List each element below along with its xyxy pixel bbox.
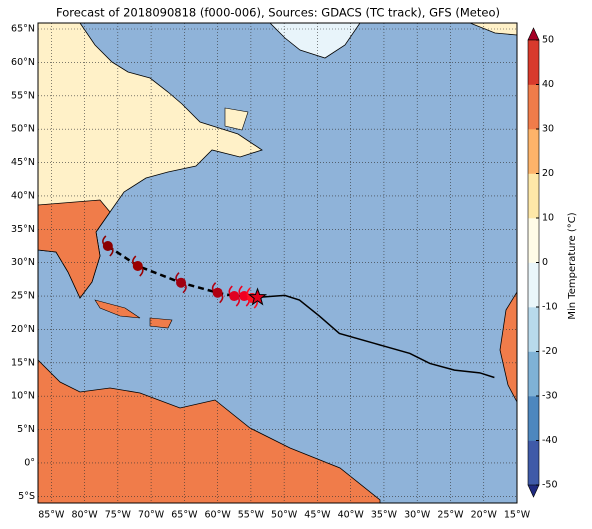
storm-position (102, 240, 113, 251)
lat-tick-label: 45°N (11, 157, 35, 168)
colorbar: 50 40 30 20 10 0 -10 -20 -30 -40 -50 (527, 27, 558, 498)
colorbar-tick-label: -20 (542, 346, 558, 357)
africa (499, 291, 517, 403)
greenland (269, 23, 361, 59)
colorbar-tick-label: -40 (542, 435, 558, 446)
north-america-south (38, 199, 111, 299)
lat-tick-label: 40°N (11, 190, 35, 201)
lat-tick-label: 10°N (11, 391, 35, 402)
storm-position (229, 291, 240, 302)
colorbar-segment (528, 129, 539, 174)
grid (38, 23, 517, 503)
lon-tick-label: 30°W (404, 510, 431, 521)
colorbar-segment (528, 351, 539, 397)
lon-tick-label: 80°W (71, 510, 98, 521)
lon-tick-label: 85°W (38, 510, 65, 521)
lat-tick-label: 65°N (11, 24, 35, 35)
lon-tick-label: 25°W (437, 510, 464, 521)
lat-tick-label: 35°N (11, 224, 35, 235)
colorbar-over (527, 27, 540, 41)
lat-tick-label: 15°N (11, 357, 35, 368)
colorbar-segment (528, 173, 539, 219)
greenland-edge (469, 23, 517, 36)
lon-tick-label: 40°W (338, 510, 365, 521)
colorbar-tick-label: 0 (542, 257, 548, 268)
cuba (94, 299, 141, 319)
current-position (248, 287, 268, 306)
colorbar-segment (528, 396, 539, 441)
colorbar-tick-label: -30 (542, 391, 558, 402)
lon-tick-label: 65°W (171, 510, 198, 521)
lon-tick-label: 50°W (271, 510, 298, 521)
colorbar-segment (528, 218, 539, 263)
lon-tick-label: 60°W (205, 510, 232, 521)
map-title: Forecast of 2018090818 (f000-006), Sourc… (56, 6, 500, 20)
lat-tick-label: 25°N (11, 291, 35, 302)
lat-tick-label: 5°S (18, 491, 35, 502)
colorbar-segment (528, 440, 539, 486)
hispaniola (149, 317, 173, 329)
colorbar-segment (528, 84, 539, 130)
storm-position (132, 261, 143, 272)
map-frame (37, 22, 518, 504)
lon-tick-label: 20°W (471, 510, 498, 521)
lat-tick-label: 20°N (11, 324, 35, 335)
lon-tick-label: 15°W (504, 510, 531, 521)
lat-tick-label: 60°N (11, 57, 35, 68)
axes: 85°W 80°W 75°W 70°W 65°W 60°W 55°W 50°W 45°W 40°W… (11, 24, 531, 521)
colorbar-tick-label: 40 (542, 79, 554, 90)
lat-tick-label: 55°N (11, 90, 35, 101)
colorbar-tick-label: 30 (542, 124, 554, 135)
lat-tick-label: 0° (24, 457, 35, 468)
colorbar-tick-label: 10 (542, 213, 554, 224)
colorbar-tick-label: 50 (542, 35, 554, 46)
colorbar-tick-label: -10 (542, 302, 558, 313)
lon-tick-label: 70°W (138, 510, 165, 521)
storm-position (176, 277, 187, 288)
newfoundland (224, 107, 249, 131)
lon-tick-label: 55°W (238, 510, 265, 521)
track (102, 235, 495, 379)
lat-tick-label: 30°N (11, 257, 35, 268)
colorbar-segment (528, 307, 539, 352)
forecast-track (257, 294, 495, 379)
lon-tick-label: 35°W (371, 510, 398, 521)
lat-tick-label: 5°N (17, 424, 35, 435)
lon-tick-label: 45°W (304, 510, 331, 521)
lon-tick-label: 75°W (105, 510, 132, 521)
map-area (38, 23, 517, 503)
colorbar-segment (528, 40, 539, 85)
colorbar-segment (528, 262, 539, 308)
colorbar-tick-label: -50 (542, 480, 558, 491)
storm-position (212, 287, 223, 298)
lat-tick-label: 50°N (11, 124, 35, 135)
colorbar-tick-label: 20 (542, 168, 554, 179)
colorbar-under (527, 484, 540, 498)
colorbar-label: Min Temperature (°C) (567, 212, 578, 319)
